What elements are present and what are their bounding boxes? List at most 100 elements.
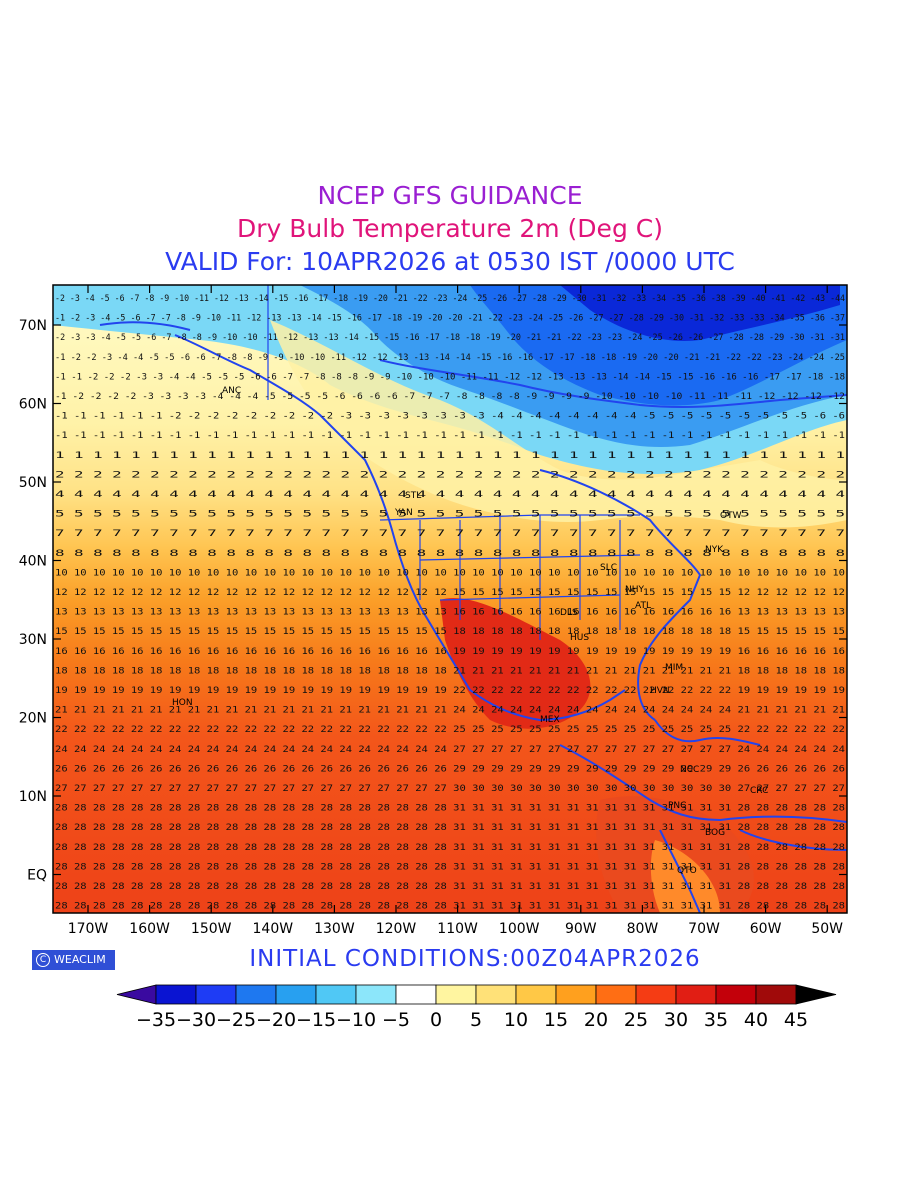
value-row: 28 28 28 28 28 28 28 28 28 28 28 28 28 2… bbox=[55, 804, 845, 814]
station-qto: QTO bbox=[677, 866, 697, 876]
value-row: 15 15 15 15 15 15 15 15 15 15 15 15 15 1… bbox=[55, 627, 845, 637]
colorbar-label: 45 bbox=[784, 1009, 808, 1031]
value-row: 1 1 1 1 1 1 1 1 1 1 1 1 1 1 1 1 1 1 1 1 … bbox=[55, 451, 845, 461]
lat-label: 50N bbox=[19, 475, 47, 491]
colorbar-cell bbox=[595, 984, 637, 1005]
lat-label: 40N bbox=[19, 554, 47, 570]
colorbar-cell bbox=[515, 984, 557, 1005]
value-row: -1 -1 -1 -1 -1 -1 -2 -2 -2 -2 -2 -2 -2 -… bbox=[55, 412, 845, 422]
lon-label: 80W bbox=[627, 921, 659, 937]
colorbar-label: 5 bbox=[470, 1009, 482, 1031]
lon-label: 120W bbox=[376, 921, 417, 937]
station-atl: ATL bbox=[635, 601, 651, 611]
value-row: 28 28 28 28 28 28 28 28 28 28 28 28 28 2… bbox=[55, 823, 845, 833]
chart-title: NCEP GFS GUIDANCE bbox=[317, 181, 583, 210]
latitude-labels: 70N 60N 50N 40N 30N 20N 10N EQ bbox=[19, 318, 847, 884]
station-otw: OTW bbox=[720, 511, 742, 521]
colorbar-cell bbox=[475, 984, 517, 1005]
value-row: -1 -1 -2 -2 -2 -3 -3 -4 -4 -5 -5 -5 -6 -… bbox=[55, 372, 845, 382]
station-slc: SLC bbox=[600, 563, 617, 573]
map-frame bbox=[52, 284, 848, 914]
colorbar-cell bbox=[195, 984, 237, 1005]
station-yan: YAN bbox=[394, 508, 413, 518]
value-grid: -2 -3 -4 -5 -6 -7 -8 -9 -10 -11 -12 -13 … bbox=[55, 294, 845, 912]
value-row: 8 8 8 8 8 8 8 8 8 8 8 8 8 8 8 8 8 8 8 8 … bbox=[55, 549, 845, 559]
colorbar-label: −15 bbox=[296, 1009, 336, 1031]
value-row: -1 -2 -3 -4 -5 -6 -7 -7 -8 -9 -10 -11 -1… bbox=[55, 314, 845, 324]
colorbar-label: 25 bbox=[624, 1009, 648, 1031]
colorbar-cell bbox=[635, 984, 677, 1005]
value-row: 28 28 28 28 28 28 28 28 28 28 28 28 28 2… bbox=[55, 902, 845, 912]
chart-subtitle: Dry Bulb Temperature 2m (Deg C) bbox=[237, 214, 663, 243]
colorbar-cell bbox=[755, 984, 797, 1005]
colorbar-cell bbox=[275, 984, 317, 1005]
station-mim: MIM bbox=[665, 663, 683, 673]
lon-label: 50W bbox=[811, 921, 843, 937]
colorbar-label: −5 bbox=[382, 1009, 410, 1031]
state-borders bbox=[267, 285, 641, 640]
value-row: 24 24 24 24 24 24 24 24 24 24 24 24 24 2… bbox=[55, 745, 845, 755]
value-row: 28 28 28 28 28 28 28 28 28 28 28 28 28 2… bbox=[55, 862, 845, 872]
copyright-icon: C bbox=[36, 953, 50, 967]
value-row: -1 -2 -2 -3 -4 -4 -5 -5 -6 -6 -7 -8 -8 -… bbox=[55, 353, 845, 363]
colorbar-label: 30 bbox=[664, 1009, 688, 1031]
lon-label: 60W bbox=[750, 921, 782, 937]
value-row: 26 26 26 26 26 26 26 26 26 26 26 26 26 2… bbox=[55, 764, 845, 774]
value-row: 10 10 10 10 10 10 10 10 10 10 10 10 10 1… bbox=[55, 568, 845, 578]
colorbar-cell bbox=[235, 984, 277, 1005]
value-row: 7 7 7 7 7 7 7 7 7 7 7 7 7 7 7 7 7 7 7 7 … bbox=[55, 529, 845, 539]
lon-label: 100W bbox=[499, 921, 540, 937]
lat-label: EQ bbox=[27, 868, 47, 884]
colorbar-label: −35 bbox=[136, 1009, 176, 1031]
value-row: 28 28 28 28 28 28 28 28 28 28 28 28 28 2… bbox=[55, 882, 845, 892]
valid-time: VALID For: 10APR2026 at 0530 IST /0000 U… bbox=[165, 247, 735, 276]
station-nhy: NHY bbox=[625, 585, 645, 595]
value-row: 12 12 12 12 12 12 12 12 12 12 12 12 12 1… bbox=[55, 588, 845, 598]
value-row: 4 4 4 4 4 4 4 4 4 4 4 4 4 4 4 4 4 4 4 4 … bbox=[55, 490, 845, 500]
colorbar-label: −10 bbox=[336, 1009, 376, 1031]
colorbar-cell bbox=[715, 984, 757, 1005]
value-row: -2 -3 -3 -4 -5 -5 -6 -7 -8 -8 -9 -10 -10… bbox=[55, 333, 845, 343]
station-stl: STL bbox=[405, 491, 421, 501]
logo-text: WEACLIM bbox=[54, 953, 106, 966]
lat-label: 30N bbox=[19, 632, 47, 648]
value-row: -1 -2 -2 -2 -2 -3 -3 -3 -3 -4 -4 -4 -5 -… bbox=[55, 392, 845, 402]
colorbar-cell bbox=[675, 984, 717, 1005]
colorbar-label: 0 bbox=[430, 1009, 442, 1031]
colorbar-cell bbox=[555, 984, 597, 1005]
lon-label: 170W bbox=[68, 921, 109, 937]
station-labels: ANC HON YAN STL OTW NYK SLC NHY ATL DLS HUS MIM HVN M… bbox=[172, 386, 768, 876]
lon-label: 90W bbox=[565, 921, 597, 937]
value-row: -1 -1 -1 -1 -1 -1 -1 -1 -1 -1 -1 -1 -1 -… bbox=[55, 431, 845, 441]
colorbar-cells bbox=[116, 984, 837, 1005]
colorbar-label: 35 bbox=[704, 1009, 728, 1031]
value-row: 16 16 16 16 16 16 16 16 16 16 16 16 16 1… bbox=[55, 647, 845, 657]
colorbar-label: 15 bbox=[544, 1009, 568, 1031]
value-row: -2 -3 -4 -5 -6 -7 -8 -9 -10 -11 -12 -13 … bbox=[55, 294, 845, 304]
station-hon: HON bbox=[172, 698, 193, 708]
colorbar-cell bbox=[315, 984, 357, 1005]
station-anc: ANC bbox=[222, 386, 241, 396]
map-field bbox=[53, 285, 847, 913]
station-crc: CRC bbox=[750, 786, 768, 796]
station-pnc: PNC bbox=[668, 801, 686, 811]
colorbar-cell bbox=[155, 984, 197, 1005]
lon-label: 130W bbox=[314, 921, 355, 937]
station-ncc: NCC bbox=[680, 765, 699, 775]
initial-conditions: INITIAL CONDITIONS:00Z04APR2026 bbox=[249, 946, 701, 972]
station-dls: DLS bbox=[560, 608, 578, 618]
value-row: 2 2 2 2 2 2 2 2 2 2 2 2 2 2 2 2 2 2 2 2 … bbox=[55, 470, 845, 480]
colorbar-cell bbox=[435, 984, 477, 1005]
lon-label: 70W bbox=[688, 921, 720, 937]
station-nyk: NYK bbox=[705, 545, 724, 555]
value-row: 22 22 22 22 22 22 22 22 22 22 22 22 22 2… bbox=[55, 725, 845, 735]
lon-label: 150W bbox=[191, 921, 232, 937]
colorbar-label: 40 bbox=[744, 1009, 768, 1031]
colorbar-label: 20 bbox=[584, 1009, 608, 1031]
station-bog: BOG bbox=[705, 828, 725, 838]
station-mex: MEX bbox=[540, 715, 560, 725]
longitude-labels: 170W 160W 150W 140W 130W 120W 110W 100W 90W 80W 70… bbox=[68, 285, 843, 937]
value-row: 28 28 28 28 28 28 28 28 28 28 28 28 28 2… bbox=[55, 843, 845, 853]
